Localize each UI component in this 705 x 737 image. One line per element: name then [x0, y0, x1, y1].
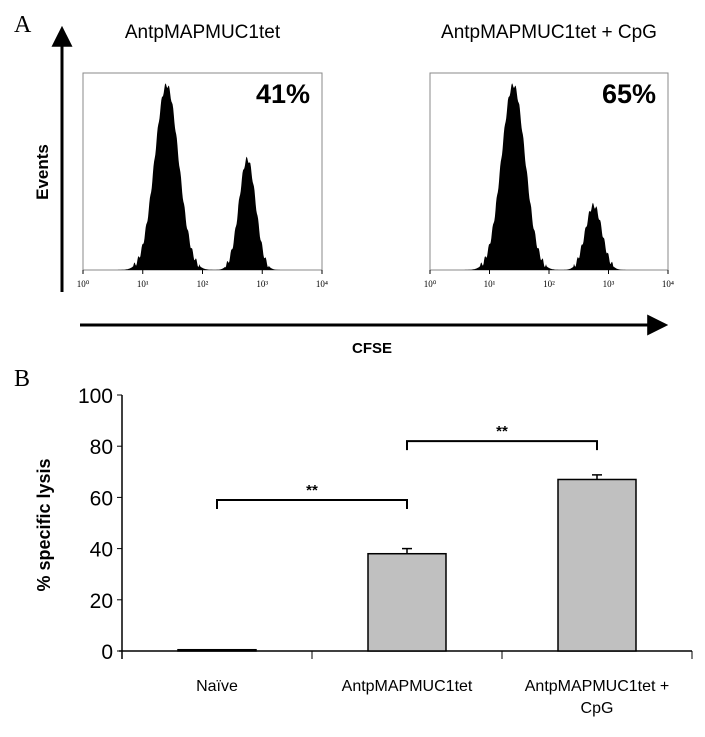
- cfse-axis-label: CFSE: [352, 340, 392, 357]
- histogram-title: AntpMAPMUC1tet + CpG: [441, 22, 657, 43]
- y-tick-label: 60: [90, 487, 113, 510]
- panel-b-label: B: [14, 366, 30, 392]
- category-label: CpG: [581, 700, 614, 717]
- bar-group: AntpMAPMUC1tet: [342, 547, 473, 695]
- percent-divided-label: 65%: [602, 79, 656, 109]
- y-tick-label: 40: [90, 539, 113, 562]
- significance-bracket: **: [406, 423, 598, 451]
- histogram-panel-2: 10⁰ 10¹ 10² 10³ 10⁴ AntpMAPMUC1tet + CpG 65%: [424, 22, 674, 289]
- category-label: Naïve: [196, 678, 238, 695]
- y-tick-label: 20: [90, 590, 113, 613]
- percent-divided-label: 41%: [256, 79, 310, 109]
- y-tick-label: 0: [101, 641, 113, 664]
- x-tick-label: 10⁰: [424, 279, 437, 289]
- y-tick-label: 80: [90, 436, 113, 459]
- x-tick-label: 10²: [543, 279, 555, 289]
- bar-group: AntpMAPMUC1tet + CpG: [525, 474, 670, 717]
- x-tick-label: 10⁴: [662, 279, 674, 289]
- histogram-fill: [83, 83, 322, 270]
- bracket-line: [216, 498, 408, 509]
- significance-label: **: [306, 482, 318, 499]
- panel-a-label: A: [14, 12, 32, 38]
- events-axis-label: Events: [33, 144, 52, 200]
- bracket-line: [406, 440, 598, 451]
- category-label: AntpMAPMUC1tet +: [525, 678, 670, 695]
- significance-label: **: [496, 423, 508, 440]
- histogram-panel-1: 10⁰ 10¹ 10² 10³ 10⁴ AntpMAPMUC1tet 41%: [77, 22, 328, 289]
- x-tick-label: 10⁴: [316, 279, 328, 289]
- bar: [367, 552, 447, 652]
- x-tick-label: 10¹: [484, 279, 496, 289]
- bar: [557, 478, 637, 652]
- x-tick-label: 10⁰: [77, 279, 90, 289]
- histogram-title: AntpMAPMUC1tet: [125, 22, 281, 43]
- x-tick-label: 10³: [256, 279, 268, 289]
- bar-group: Naïve: [177, 648, 257, 695]
- x-tick-label: 10³: [603, 279, 615, 289]
- x-tick-label: 10¹: [137, 279, 149, 289]
- significance-bracket: **: [216, 482, 408, 509]
- bar: [177, 648, 257, 652]
- x-tick-label: 10²: [197, 279, 209, 289]
- category-label: AntpMAPMUC1tet: [342, 678, 473, 695]
- histogram-fill: [430, 83, 668, 270]
- y-axis-title: % specific lysis: [34, 458, 54, 591]
- y-tick-label: 100: [78, 385, 113, 408]
